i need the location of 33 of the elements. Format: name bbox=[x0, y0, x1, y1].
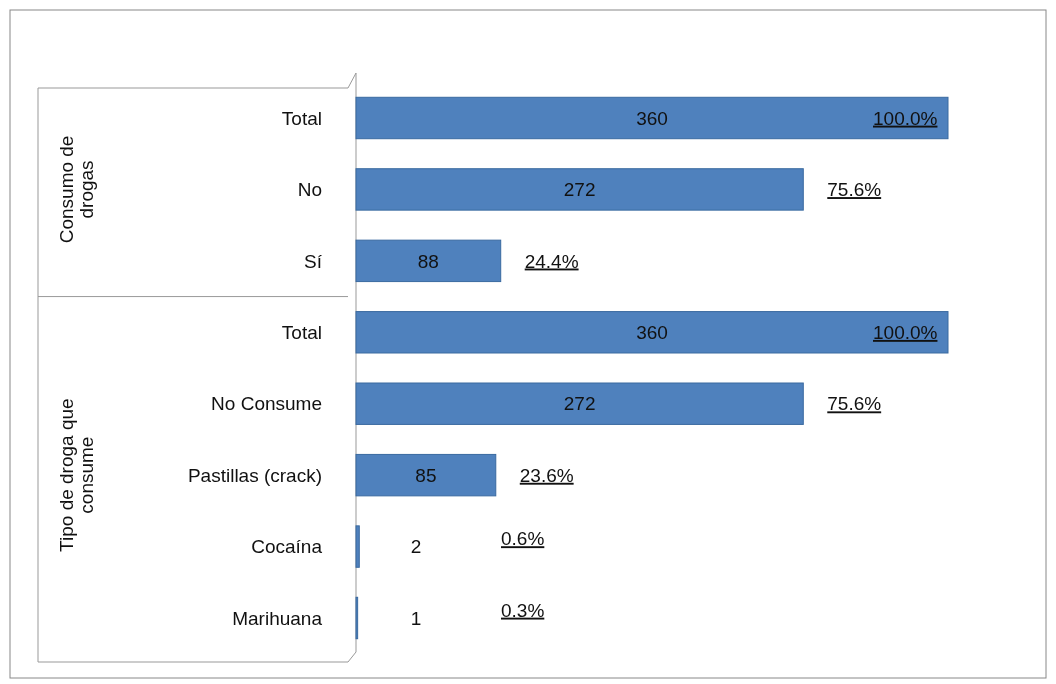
annotation: 23.6% bbox=[519, 464, 574, 486]
y-tick-label: No Consume bbox=[211, 393, 322, 415]
bar bbox=[355, 96, 949, 140]
y-tick-label: Marihuana bbox=[232, 607, 323, 629]
annotation: 100.0% bbox=[873, 321, 938, 343]
y-tick-label: Pastillas (crack) bbox=[187, 464, 322, 486]
data-label: 272 bbox=[563, 179, 596, 201]
text: Consumo de drogas bbox=[55, 135, 98, 244]
y-tick-label: Cocaína bbox=[251, 536, 323, 558]
y-tick-label: No bbox=[297, 179, 322, 201]
annotation: 75.6% bbox=[827, 179, 882, 201]
y-tick-label: Sí bbox=[304, 250, 323, 272]
data-label: 272 bbox=[563, 393, 596, 415]
bar bbox=[355, 239, 502, 283]
bar bbox=[355, 168, 804, 211]
y-tick-label: Total bbox=[281, 107, 322, 129]
annotation: 0.6% bbox=[501, 528, 545, 550]
annotation: 0.3% bbox=[501, 599, 545, 621]
data-label: 360 bbox=[636, 321, 668, 343]
bar bbox=[355, 382, 804, 425]
data-label: 2 bbox=[410, 536, 422, 558]
data-label: 360 bbox=[636, 107, 668, 129]
annotation: 75.6% bbox=[827, 393, 882, 415]
data-label: 85 bbox=[415, 464, 437, 486]
text: Tipo de droga que consume bbox=[55, 398, 98, 552]
bar bbox=[355, 311, 949, 354]
data-label: 1 bbox=[410, 607, 422, 629]
annotation: 24.4% bbox=[524, 250, 579, 272]
y-tick-label: Total bbox=[281, 321, 322, 343]
annotation: 100.0% bbox=[873, 107, 938, 129]
data-label: 88 bbox=[417, 250, 439, 272]
bar bbox=[355, 453, 497, 497]
bar bbox=[355, 525, 360, 568]
